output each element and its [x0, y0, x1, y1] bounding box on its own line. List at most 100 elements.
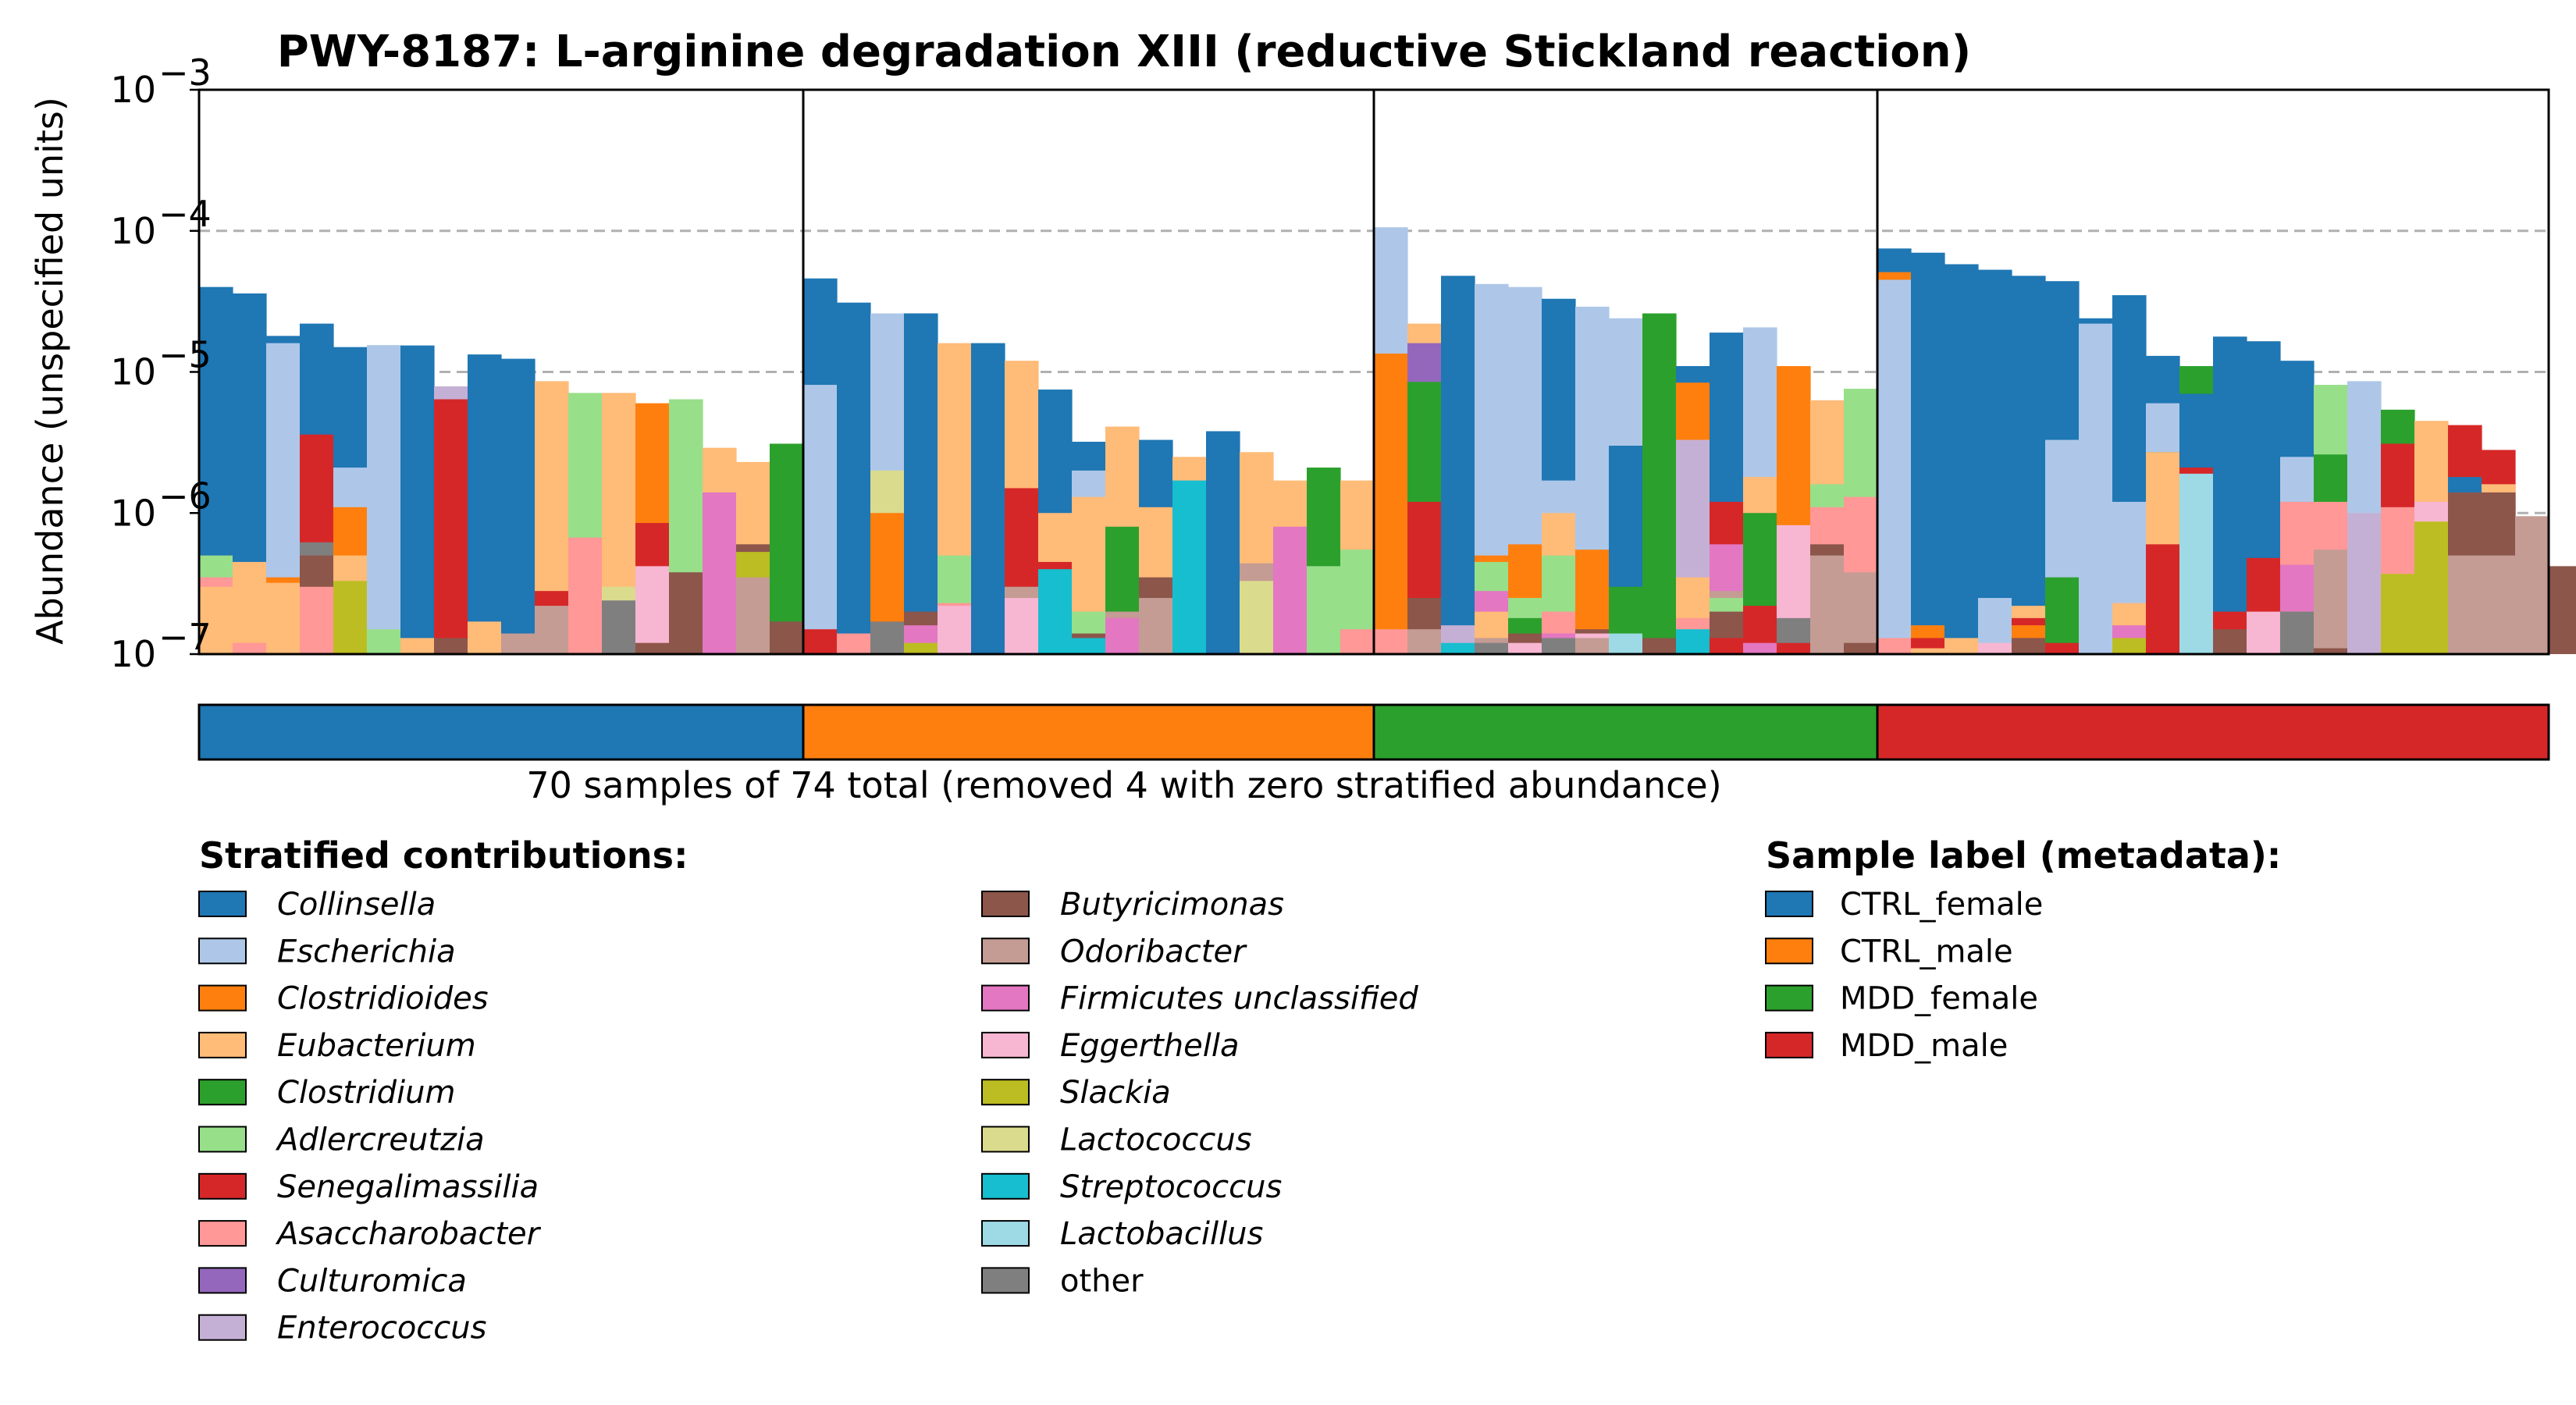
y-tick-exponent: −6 — [158, 475, 212, 517]
bar-segment — [870, 621, 905, 654]
bar-segment — [1374, 629, 1408, 654]
legend-swatch — [1765, 891, 1813, 917]
legend-swatch — [981, 937, 1030, 965]
bar-segment — [400, 638, 435, 654]
legend-swatch — [198, 1031, 247, 1058]
bar-segment — [1172, 480, 1207, 654]
bar-segment — [938, 606, 972, 654]
legend-swatch — [198, 937, 247, 965]
bar-segment — [468, 354, 502, 654]
bar-segment — [1844, 642, 1878, 654]
legend-swatch — [198, 891, 247, 917]
bar-segment — [1105, 617, 1140, 654]
bar-segment — [367, 345, 401, 654]
y-axis-ticks: 10−710−610−510−410−3 — [110, 52, 211, 675]
legend-label: Adlercreutzia — [275, 1122, 485, 1158]
bar-segment — [199, 586, 233, 654]
bar-segment — [2213, 336, 2247, 654]
bar-segment — [2012, 276, 2046, 654]
y-tick-label: 10 — [110, 492, 156, 534]
bar-segment — [1810, 555, 1845, 654]
legend-swatch — [981, 1172, 1030, 1200]
bar-segment — [1743, 642, 1777, 654]
bar-segment — [635, 566, 670, 654]
bar-segment — [333, 581, 368, 654]
legend-label: Lactococcus — [1060, 1122, 1252, 1158]
legend-taxa-title: Stratified contributions: — [199, 834, 688, 877]
bar-segment — [2448, 555, 2482, 654]
bar-segment — [837, 302, 871, 654]
bar-segment — [2314, 550, 2348, 654]
legend-label: other — [1060, 1263, 1144, 1299]
legend-label: Butyricimonas — [1060, 887, 1284, 923]
legend-label: Clostridioides — [277, 981, 489, 1017]
bar-segment — [1844, 572, 1878, 654]
legend-label: Lactobacillus — [1060, 1216, 1263, 1252]
bar-segment — [770, 443, 804, 654]
bar-segment — [1340, 629, 1375, 654]
bar-segment — [2213, 629, 2247, 654]
legend-swatch — [981, 1126, 1030, 1153]
bar-segment — [2381, 574, 2415, 654]
legend-swatch — [981, 1267, 1030, 1294]
bar-segment — [2482, 555, 2516, 654]
bar-segment — [300, 586, 334, 654]
bar-segment — [1240, 581, 1274, 654]
bar-segment — [1777, 642, 1811, 654]
group-strip-segment — [197, 703, 805, 761]
legend-label: Clostridium — [277, 1075, 455, 1111]
bar-segment — [1005, 598, 1039, 654]
bar-segment — [1642, 313, 1677, 654]
y-tick-exponent: −3 — [158, 52, 212, 94]
group-strip-segment — [1372, 703, 1879, 761]
bar-segment — [602, 600, 636, 654]
bar-segment — [2146, 544, 2180, 654]
legend-swatch — [981, 1079, 1030, 1106]
bar-segment — [1978, 642, 2012, 654]
bar-segment — [2247, 611, 2281, 654]
legend-swatch — [198, 1220, 247, 1247]
plot-area — [197, 88, 2576, 656]
bar-segment — [1911, 648, 1945, 654]
legend-label: Streptococcus — [1060, 1169, 1282, 1205]
y-tick-label: 10 — [110, 351, 156, 393]
bar-segment — [1944, 264, 1979, 654]
legend-groups-title: Sample label (metadata): — [1766, 834, 2281, 877]
legend-swatch — [981, 891, 1030, 917]
y-tick-label: 10 — [110, 633, 156, 675]
legend-label: Slackia — [1060, 1075, 1171, 1111]
bar-segment — [434, 638, 468, 654]
bar-segment — [468, 621, 502, 654]
bar-segment — [1206, 431, 1240, 654]
bar-segment — [669, 572, 703, 654]
bar-segment — [2515, 516, 2549, 654]
legend-swatch — [198, 984, 247, 1012]
bar-segment — [2012, 638, 2046, 654]
legend-label: Escherichia — [277, 934, 456, 969]
bar-segment — [266, 582, 301, 654]
bar-segment — [1441, 642, 1475, 654]
legend-swatch — [198, 1267, 247, 1294]
bar-segment — [2347, 513, 2382, 654]
legend-label: Asaccharobacter — [275, 1216, 542, 1252]
sample-caption: 70 samples of 74 total (removed 4 with z… — [526, 764, 1721, 806]
bar-segment — [2549, 566, 2576, 654]
legend-swatch — [198, 1126, 247, 1153]
bar-segment — [1441, 276, 1475, 654]
bar-segment — [2414, 521, 2449, 654]
bar-segment — [2179, 473, 2214, 654]
bar-segment — [1710, 638, 1744, 654]
chart-title: PWY-8187: L-arginine degradation XIII (r… — [277, 27, 1972, 77]
bar-segment — [635, 642, 670, 654]
legend-swatch — [981, 1031, 1030, 1058]
legend-label: Enterococcus — [277, 1311, 486, 1346]
bar-segment — [703, 492, 737, 654]
bar-segment — [1575, 638, 1610, 654]
group-strip-segment — [802, 703, 1375, 761]
bar-segment — [736, 577, 770, 654]
bar-segment — [1273, 526, 1308, 654]
bar-segment — [1407, 629, 1442, 654]
y-tick-exponent: −4 — [158, 193, 212, 235]
bar-segment — [2045, 577, 2080, 654]
